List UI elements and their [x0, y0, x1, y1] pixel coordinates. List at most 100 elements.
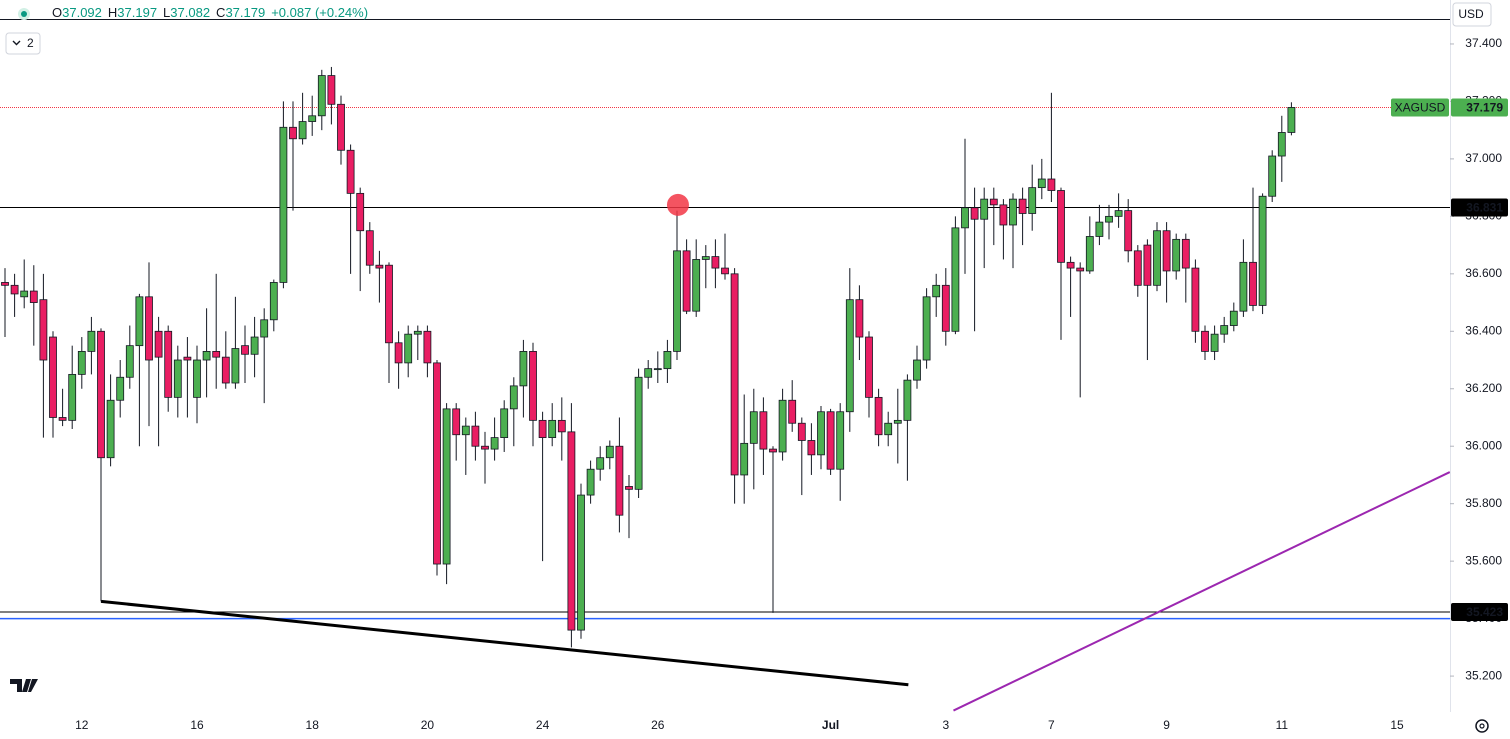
candle-body [327, 75, 336, 105]
candle-body [817, 411, 825, 456]
candle-body [1124, 210, 1133, 252]
candle-body [605, 445, 614, 459]
ohlc-header: O37.092 H37.197 L37.082 C37.179 +0.087 (+0.2… [52, 5, 368, 20]
candle-body [49, 336, 57, 418]
candle-body [1162, 230, 1171, 272]
candle-body [135, 296, 144, 347]
x-tick-label: 18 [306, 718, 320, 732]
candle-body [1201, 330, 1209, 352]
candle-body [500, 408, 509, 439]
candle-body [625, 486, 633, 490]
candle-body [701, 256, 710, 260]
settings-icon[interactable] [1475, 719, 1489, 733]
candle-body [1172, 238, 1181, 272]
candle-body [1143, 244, 1152, 286]
currency-button[interactable] [1452, 2, 1492, 27]
price-label: 36.831 [1466, 201, 1503, 215]
candle-body [913, 359, 921, 381]
candle-body [1249, 261, 1257, 306]
candle-body [951, 227, 960, 332]
indicator-toggle[interactable] [5, 32, 41, 55]
candle-body [865, 336, 873, 398]
tradingview-logo[interactable] [10, 679, 38, 692]
ohlc-value: 37.197 [117, 5, 157, 20]
candle-body [1220, 325, 1229, 335]
y-tick-label: 36.400 [1465, 323, 1502, 337]
chevron [12, 40, 21, 46]
x-tick-label: 16 [190, 718, 204, 732]
candle-body [884, 422, 893, 436]
candle-body [1287, 107, 1296, 133]
symbol-tag: XAGUSD [1395, 101, 1446, 115]
candle-body [855, 299, 864, 338]
candle-body [164, 330, 173, 398]
x-tick-label: 15 [1390, 718, 1404, 732]
trendline [953, 471, 1450, 712]
price-label-box [1451, 198, 1508, 217]
candle-body [116, 376, 125, 401]
candle-body [490, 437, 499, 450]
candle-body [836, 411, 845, 470]
ohlc-value: 37.092 [62, 5, 102, 20]
candle-body [461, 425, 470, 436]
candle-body [509, 385, 518, 410]
candle-body [39, 299, 48, 361]
candle-body [1047, 178, 1056, 191]
y-tick-label: 35.200 [1465, 668, 1502, 682]
ohlc-value: 37.082 [170, 5, 210, 20]
candle-body [826, 411, 835, 470]
currency[interactable]: USD [1458, 7, 1484, 21]
candle-body [788, 399, 797, 424]
x-tick-label: 7 [1048, 718, 1055, 732]
candle-body [1191, 267, 1200, 332]
candle-body [337, 103, 345, 151]
candle-body [989, 198, 998, 206]
candle-body [1268, 155, 1277, 197]
candle-body [1181, 238, 1190, 269]
candle-body [68, 373, 77, 421]
candle-body [1229, 310, 1238, 326]
candle-body [221, 356, 230, 384]
y-tick-label: 35.600 [1465, 553, 1502, 567]
candle-body [58, 417, 67, 421]
candle-body [740, 442, 749, 476]
candle-body [663, 351, 672, 370]
candle-body [682, 250, 691, 312]
candle-body [519, 351, 528, 387]
ohlc-label: C [216, 5, 225, 20]
candle-body [1085, 236, 1094, 272]
candle-body [375, 264, 384, 269]
candle-body [1095, 221, 1104, 237]
candle-body [922, 296, 931, 361]
x-tick-label: 11 [1276, 718, 1289, 732]
indicator-count[interactable]: 2 [27, 36, 34, 50]
candle-body [644, 368, 653, 378]
price-label: 37.179 [1466, 101, 1503, 115]
candle-body [769, 448, 777, 453]
ohlc-value: 37.179 [225, 5, 265, 20]
y-tick-label: 37.000 [1465, 151, 1502, 165]
ohlc-label: L [163, 5, 170, 20]
x-tick-label: Jul [822, 718, 839, 732]
candle-body [346, 149, 355, 194]
candle-body [634, 376, 643, 490]
candle-body [298, 121, 307, 140]
ohlc-label: H [108, 5, 117, 20]
price-label: 35.423 [1466, 605, 1503, 619]
candle-body [404, 333, 413, 364]
candle-body [1133, 250, 1142, 286]
y-tick-label: 37.400 [1465, 36, 1502, 50]
candle-body [557, 419, 566, 433]
candle-body [87, 330, 96, 352]
candle-body [1239, 261, 1248, 312]
symbol-tag-box [1391, 98, 1449, 117]
price-label-box [1451, 603, 1508, 622]
candle-body [423, 330, 432, 364]
candle-body [1057, 190, 1065, 263]
candle-body [730, 273, 739, 476]
candle-body [548, 419, 557, 439]
candle-body [932, 284, 941, 298]
candle-body [567, 431, 576, 631]
candle-body [538, 419, 547, 439]
